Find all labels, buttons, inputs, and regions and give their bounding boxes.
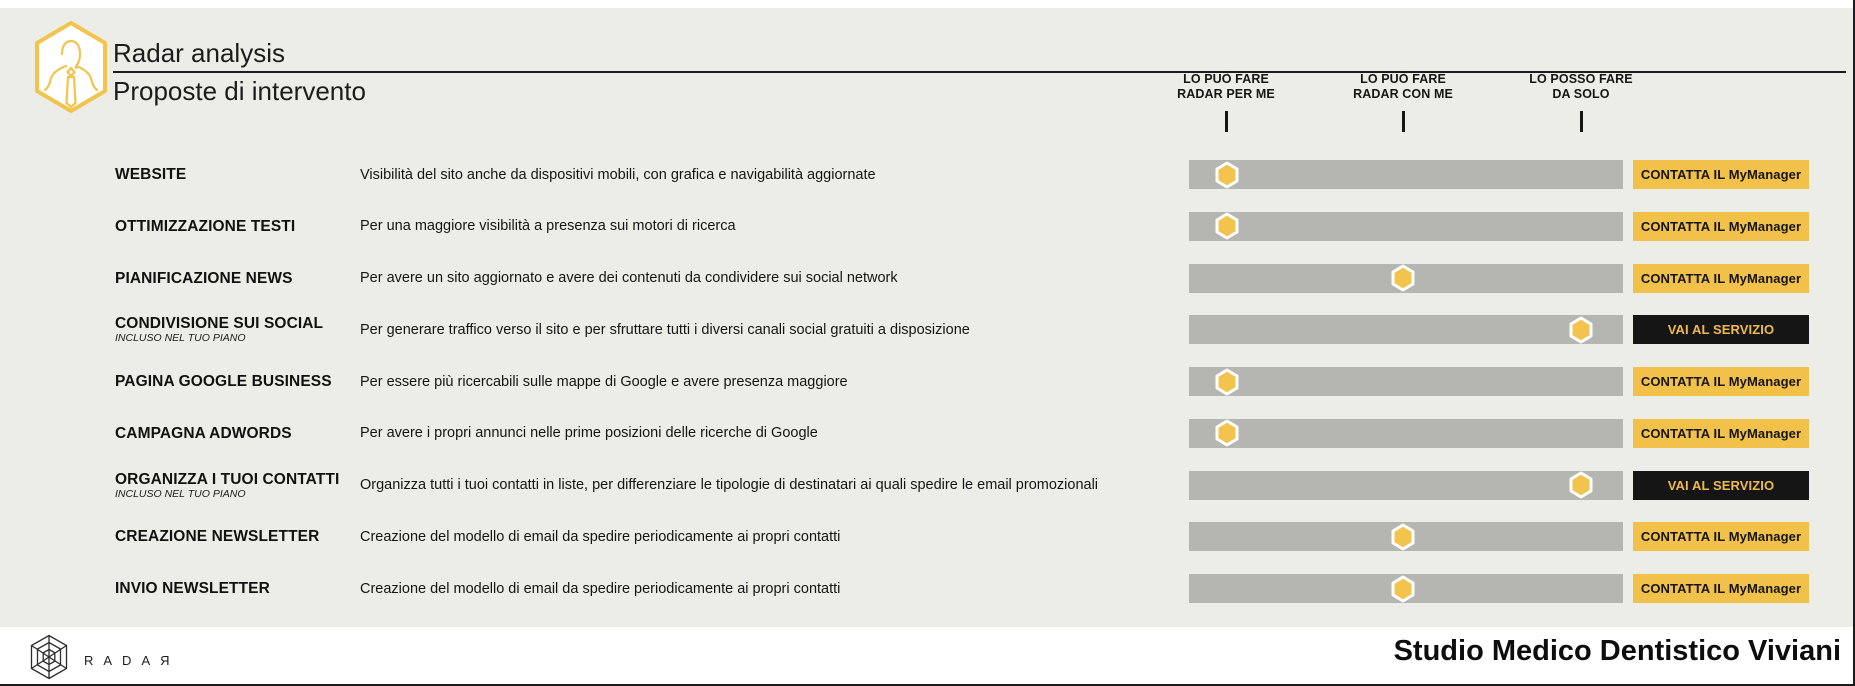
- service-description: Per essere più ricercabili sulle mappe d…: [360, 373, 848, 390]
- service-row-campagna-adwords: CAMPAGNA ADWORDS Per avere i propri annu…: [0, 418, 1853, 471]
- service-description: Organizza tutti i tuoi contatti in liste…: [360, 477, 1099, 493]
- service-description: Per avere un sito aggiornato e avere dei…: [360, 270, 898, 286]
- service-name: ORGANIZZA I TUOI CONTATTI: [115, 470, 340, 488]
- hexagon-position-marker: [1215, 212, 1240, 240]
- radar-logo-text: RADAЯ: [84, 653, 180, 668]
- service-name: OTTIMIZZAZIONE TESTI: [115, 217, 296, 235]
- capability-scale-bar: [1189, 574, 1623, 603]
- service-name: PIANIFICAZIONE NEWS: [115, 269, 293, 287]
- radar-hexagon-web-icon: [28, 634, 70, 685]
- hexagon-position-marker: [1215, 419, 1240, 447]
- service-description: Per una maggiore visibilità a presenza s…: [360, 218, 736, 235]
- cta-button[interactable]: VAI AL SERVIZIO: [1633, 315, 1809, 345]
- service-description: Per generare traffico verso il sito e pe…: [360, 321, 970, 338]
- column-header-radar-con-me: LO PUÒ FARE RADAR CON ME: [1303, 72, 1503, 132]
- column-header-da-solo: LO POSSO FARE DA SOLO: [1481, 72, 1681, 132]
- service-name: PAGINA GOOGLE BUSINESS: [115, 373, 332, 390]
- capability-scale-bar: [1189, 160, 1623, 189]
- cta-button[interactable]: CONTATTA IL MyManager: [1633, 367, 1809, 396]
- service-name: WEBSITE: [115, 166, 187, 183]
- cta-button[interactable]: VAI AL SERVIZIO: [1633, 470, 1809, 500]
- service-name: CAMPAGNA ADWORDS: [115, 424, 292, 442]
- column-tick: [1401, 111, 1405, 132]
- column-tick: [1579, 111, 1583, 132]
- service-description: Creazione del modello di email da spedir…: [360, 528, 841, 545]
- title-divider: [113, 71, 1846, 73]
- hexagon-position-marker: [1391, 523, 1416, 551]
- capability-scale-bar: [1189, 367, 1623, 396]
- hexagon-position-marker: [1215, 161, 1240, 189]
- capability-scale-bar: [1189, 418, 1623, 448]
- capability-scale-bar: [1189, 263, 1623, 293]
- service-row-condivisione-social: CONDIVISIONE SUI SOCIAL INCLUSO NEL TUO …: [0, 315, 1853, 367]
- radar-logo: RADAЯ: [28, 634, 180, 685]
- capability-scale-bar: [1189, 470, 1623, 500]
- service-description: Creazione del modello di email da spedir…: [360, 580, 841, 597]
- page-subtitle: Proposte di intervento: [113, 76, 366, 106]
- service-row-invio-newsletter: INVIO NEWSLETTER Creazione del modello d…: [0, 574, 1853, 626]
- column-tick: [1224, 111, 1228, 132]
- capability-scale-bar: [1189, 211, 1623, 241]
- cta-button[interactable]: CONTATTA IL MyManager: [1633, 574, 1809, 603]
- service-name: CREAZIONE NEWSLETTER: [115, 528, 320, 546]
- service-rows: WEBSITE Visibilità del sito anche da dis…: [0, 160, 1853, 626]
- client-name: Studio Medico Dentistico Viviani: [1393, 635, 1841, 667]
- cta-button[interactable]: CONTATTA IL MyManager: [1633, 418, 1809, 448]
- hexagon-position-marker: [1569, 316, 1594, 344]
- person-hexagon-icon: [33, 20, 109, 119]
- cta-button[interactable]: CONTATTA IL MyManager: [1633, 522, 1809, 552]
- hexagon-position-marker: [1215, 368, 1240, 396]
- service-description: Visibilità del sito anche da dispositivi…: [360, 166, 876, 183]
- hexagon-position-marker: [1391, 575, 1416, 603]
- capability-scale-bar: [1189, 315, 1623, 345]
- service-description: Per avere i propri annunci nelle prime p…: [360, 425, 818, 442]
- service-row-website: WEBSITE Visibilità del sito anche da dis…: [0, 160, 1853, 212]
- service-plan-note: INCLUSO NEL TUO PIANO: [115, 487, 246, 500]
- hexagon-position-marker: [1569, 471, 1594, 499]
- report-panel: Radar analysis Proposte di intervento LO…: [0, 8, 1853, 627]
- cta-button[interactable]: CONTATTA IL MyManager: [1633, 211, 1809, 241]
- service-row-pianificazione-news: PIANIFICAZIONE NEWS Per avere un sito ag…: [0, 263, 1853, 316]
- service-row-ottimizzazione-testi: OTTIMIZZAZIONE TESTI Per una maggiore vi…: [0, 211, 1853, 264]
- capability-scale-bar: [1189, 522, 1623, 552]
- service-name: INVIO NEWSLETTER: [115, 580, 270, 597]
- service-name: CONDIVISIONE SUI SOCIAL: [115, 315, 324, 333]
- service-row-pagina-google-business: PAGINA GOOGLE BUSINESS Per essere più ri…: [0, 367, 1853, 419]
- cta-button[interactable]: CONTATTA IL MyManager: [1633, 263, 1809, 293]
- service-row-creazione-newsletter: CREAZIONE NEWSLETTER Creazione del model…: [0, 522, 1853, 574]
- page-title: Radar analysis: [113, 38, 285, 68]
- report-titles: Radar analysis Proposte di intervento: [113, 38, 1846, 106]
- service-row-organizza-contatti: ORGANIZZA I TUOI CONTATTI INCLUSO NEL TU…: [0, 470, 1853, 523]
- service-plan-note: INCLUSO NEL TUO PIANO: [115, 332, 246, 345]
- footer: RADAЯ Studio Medico Dentistico Viviani: [0, 627, 1853, 684]
- column-header-radar-per-me: LO PUÒ FARE RADAR PER ME: [1126, 72, 1326, 132]
- hexagon-position-marker: [1391, 264, 1416, 292]
- cta-button[interactable]: CONTATTA IL MyManager: [1633, 160, 1809, 189]
